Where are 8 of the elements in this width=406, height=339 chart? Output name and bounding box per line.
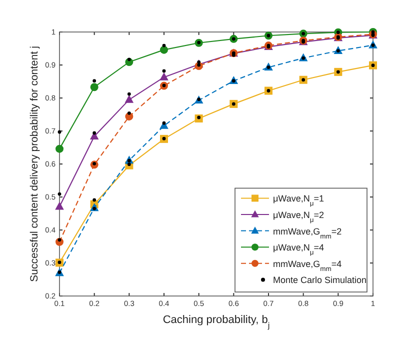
legend-label: Monte Carlo Simulation	[273, 275, 367, 286]
legend-label: μWave,N$_{μ}$=2	[273, 210, 324, 224]
x-axis-title: Caching probability, b$_{j}$	[162, 314, 270, 330]
legend-label: mmWave,G$_{mm}$=4	[273, 258, 342, 272]
legend-label: μWave,N$_{μ}$=1	[273, 194, 324, 208]
y-axis-title: Successful content delivery probability for content j	[28, 46, 40, 282]
legend-label: mmWave,G$_{mm}$=2	[273, 226, 342, 240]
legend-label: μWave,N$_{μ}$=4	[273, 242, 324, 256]
